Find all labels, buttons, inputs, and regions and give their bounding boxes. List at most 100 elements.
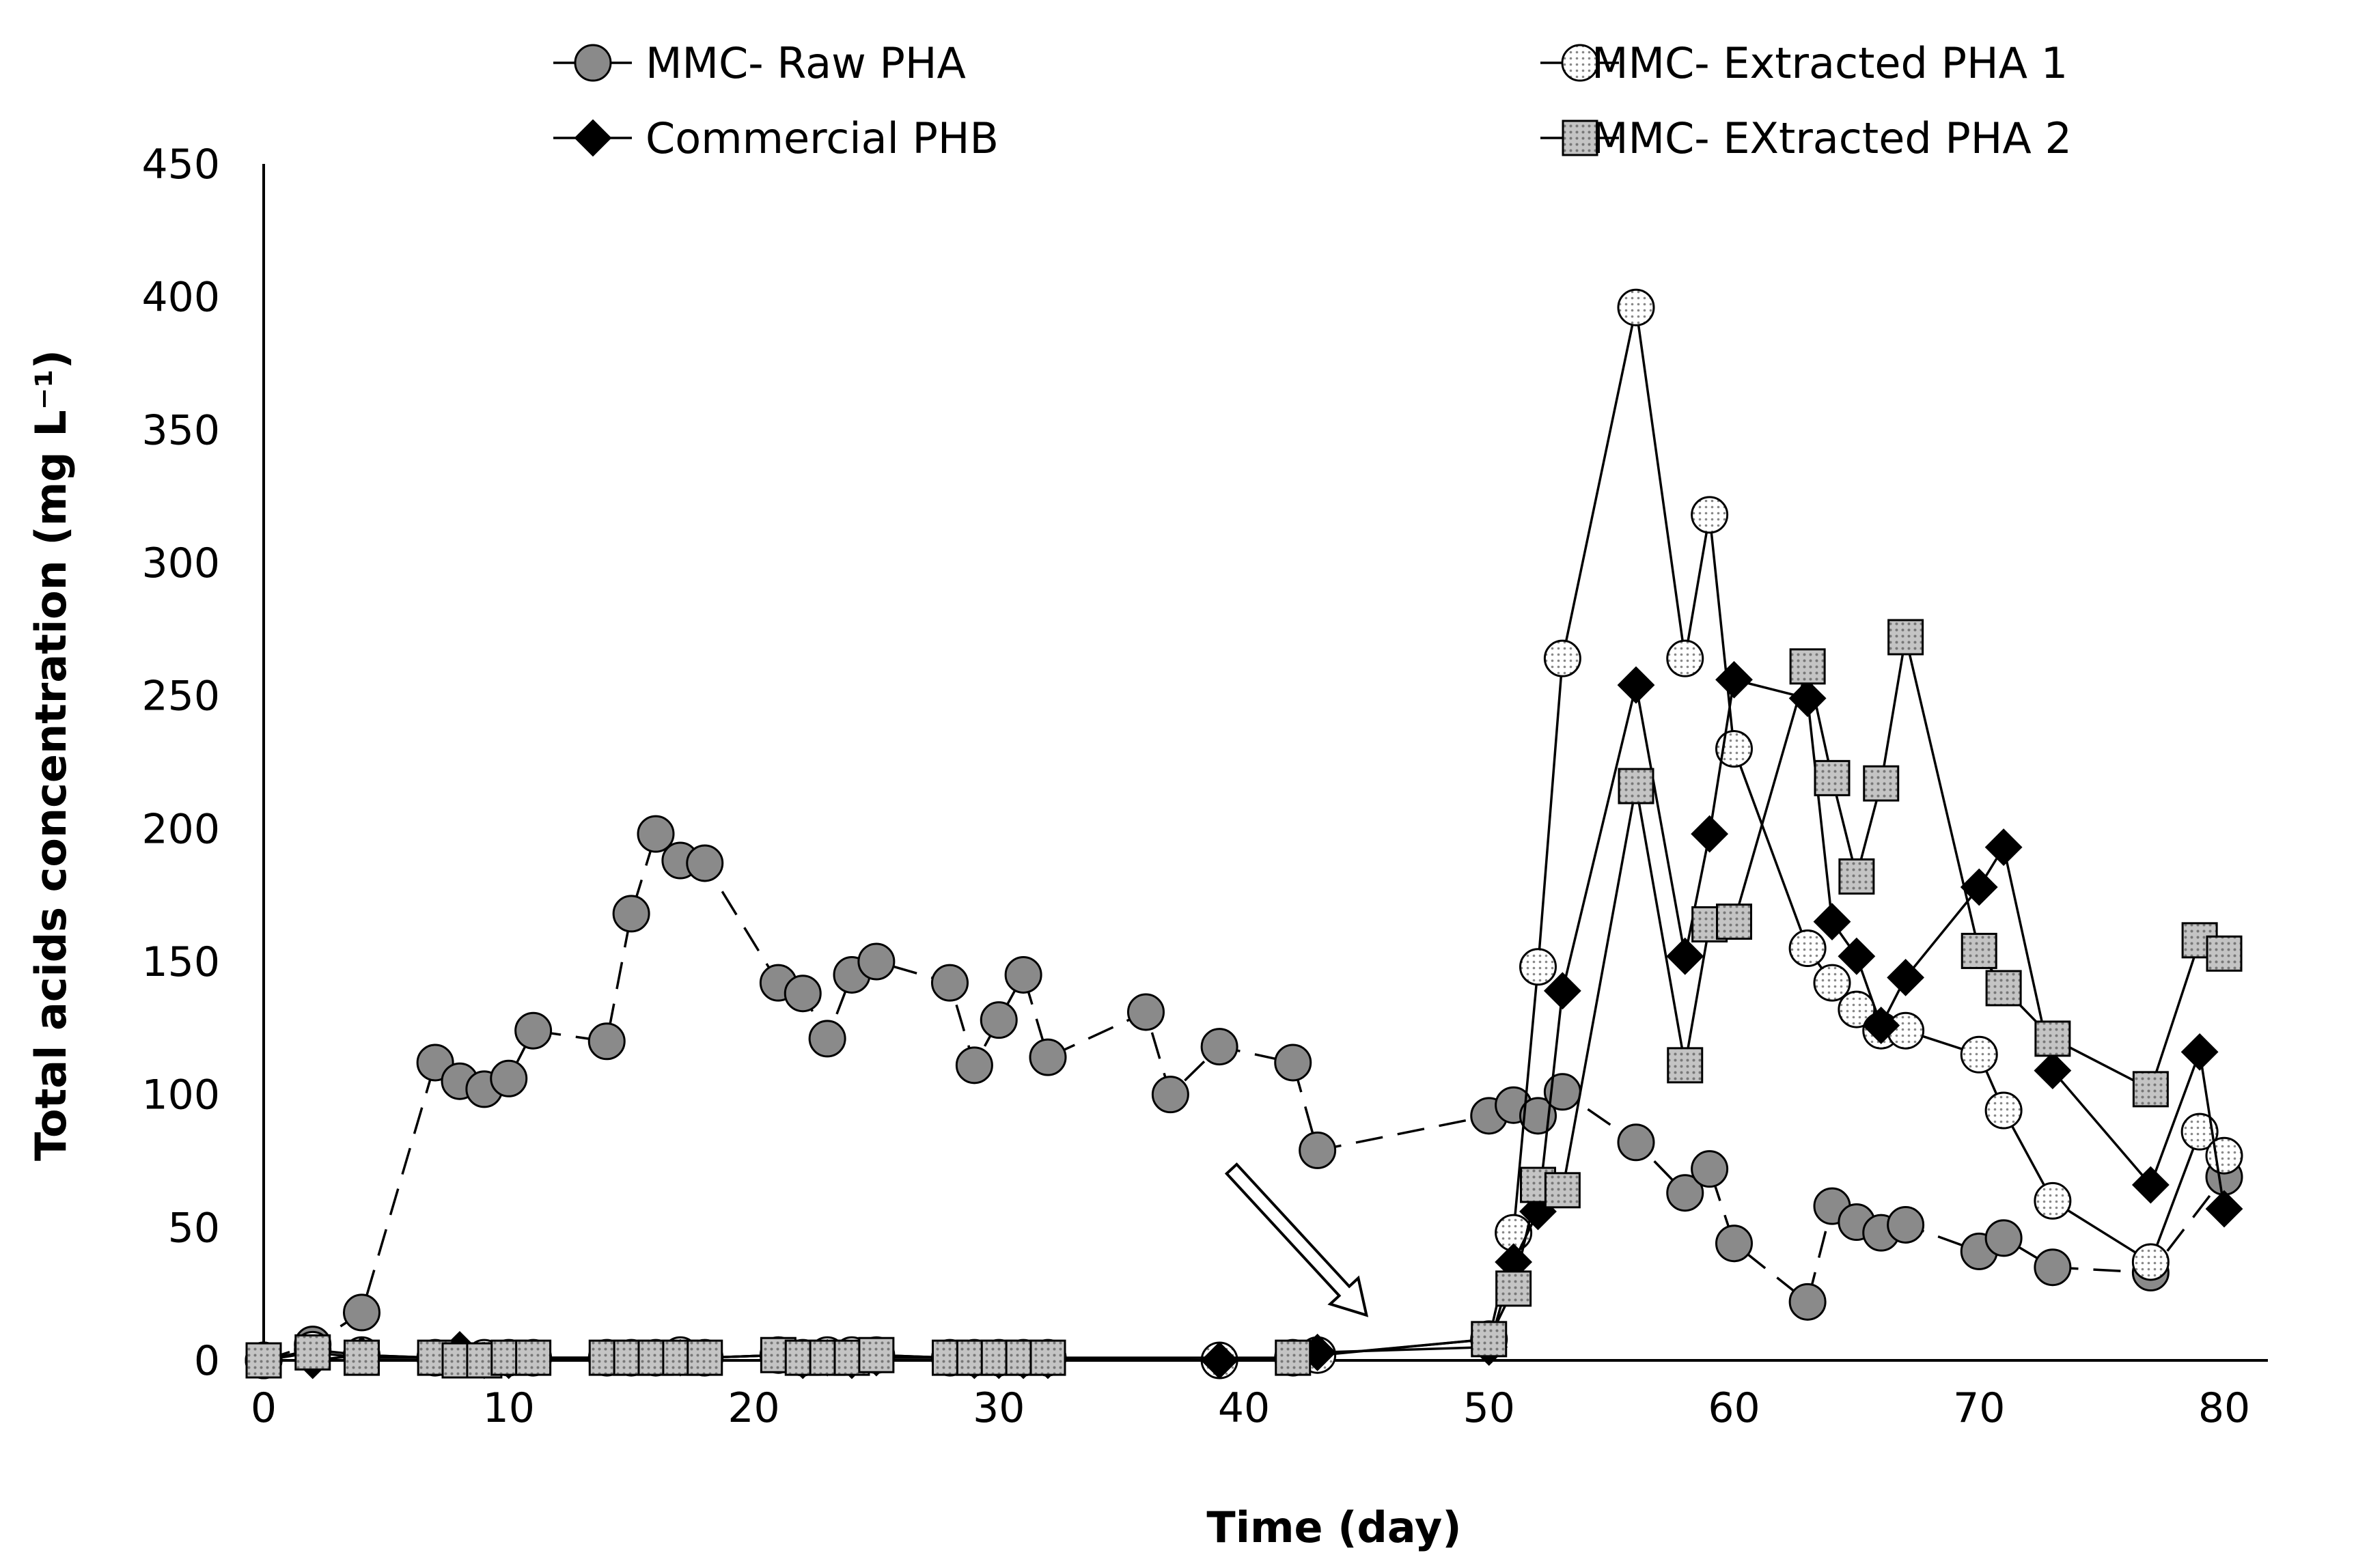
- series-1: [245, 288, 2243, 1380]
- axes: [262, 164, 2268, 1362]
- annotation-layer: [1224, 1162, 1369, 1317]
- data-point: [1788, 1283, 1827, 1321]
- data-point: [2205, 1136, 2243, 1175]
- data-point: [612, 895, 650, 933]
- data-point: [2034, 1052, 2072, 1090]
- series-layer: [245, 288, 2243, 1380]
- data-point: [514, 1011, 553, 1050]
- data-point: [1666, 937, 1704, 975]
- series-line: [263, 307, 2226, 1362]
- y-tick-label: 450: [141, 141, 220, 188]
- data-point: [1561, 44, 1599, 82]
- data-point: [1617, 288, 1655, 326]
- data-point: [2131, 1166, 2170, 1204]
- data-point: [1862, 1007, 1900, 1044]
- x-tick-labels: 0 10 20 30 40 50 60 70 80: [251, 1384, 2250, 1432]
- legend-label: Commercial PHB: [646, 113, 999, 163]
- data-point: [1788, 929, 1827, 968]
- data-point: [1666, 1174, 1704, 1212]
- y-tick-label: 400: [141, 274, 220, 322]
- series-0: [245, 815, 2243, 1380]
- data-point: [1471, 1321, 1508, 1358]
- data-point: [1716, 904, 1752, 940]
- data-point: [515, 1339, 552, 1376]
- data-point: [1519, 948, 1557, 986]
- data-point: [1618, 768, 1654, 804]
- data-point: [245, 1342, 282, 1379]
- y-tick-label: 0: [194, 1337, 220, 1385]
- data-point: [1789, 648, 1826, 685]
- series-line: [264, 678, 2226, 1362]
- series-line: [263, 831, 2226, 1362]
- data-point: [1617, 666, 1655, 704]
- data-point: [1838, 858, 1875, 895]
- legend-item-extracted-pha-1: MMC- Extracted PHA 1: [1540, 38, 2068, 88]
- y-tick-label: 300: [141, 540, 220, 587]
- data-point: [686, 844, 724, 882]
- data-point: [1887, 958, 1925, 996]
- data-point: [1274, 1044, 1312, 1082]
- data-point: [2180, 1033, 2219, 1071]
- data-point: [344, 1339, 380, 1376]
- data-point: [980, 1001, 1018, 1039]
- legend-item-commercial-phb: Commercial PHB: [553, 113, 999, 163]
- y-tick-label: 100: [141, 1072, 220, 1119]
- data-point: [1543, 639, 1581, 677]
- data-point: [1691, 815, 1729, 853]
- x-tick-label: 40: [1218, 1384, 1270, 1432]
- data-point: [2206, 935, 2243, 972]
- data-point: [808, 1020, 846, 1058]
- data-point: [1495, 1270, 1532, 1307]
- data-point: [784, 975, 822, 1013]
- data-point: [1004, 955, 1042, 994]
- y-axis-title: Total acids concentration (mg L⁻¹): [26, 350, 76, 1161]
- data-point: [1127, 993, 1165, 1031]
- data-point: [1984, 1091, 2023, 1130]
- data-point: [858, 1336, 895, 1373]
- data-point: [1029, 1339, 1066, 1376]
- legend-label: MMC- EXtracted PHA 2: [1592, 113, 2072, 163]
- x-tick-label: 20: [728, 1384, 779, 1432]
- series-line: [263, 636, 2225, 1362]
- data-point: [1691, 1150, 1729, 1188]
- data-point: [2205, 1190, 2243, 1228]
- data-point: [1691, 496, 1729, 534]
- data-point: [1275, 1339, 1312, 1376]
- data-point: [2034, 1020, 2071, 1057]
- x-tick-label: 30: [973, 1384, 1025, 1432]
- legend-swatch: [1540, 120, 1619, 156]
- data-point: [931, 964, 969, 1002]
- data-point: [1666, 639, 1704, 677]
- x-tick-label: 80: [2198, 1384, 2250, 1432]
- data-point: [343, 1293, 380, 1332]
- data-point: [2132, 1071, 2169, 1108]
- y-tick-labels: 0 50 100 150 200 250 300 350 400 450: [141, 141, 220, 1385]
- data-point: [1984, 828, 2023, 867]
- data-point: [1887, 619, 1924, 656]
- legend-label: MMC- Raw PHA: [646, 38, 966, 88]
- data-point: [574, 44, 612, 82]
- data-point: [1562, 120, 1598, 156]
- data-point: [1813, 903, 1851, 941]
- x-axis-title: Time (day): [1206, 1502, 1461, 1552]
- x-tick-label: 10: [483, 1384, 535, 1432]
- data-point: [1715, 660, 1753, 699]
- legend-item-extracted-pha-2: MMC- EXtracted PHA 2: [1540, 113, 2072, 163]
- x-tick-label: 60: [1708, 1384, 1760, 1432]
- data-point: [637, 815, 675, 853]
- data-point: [2034, 1248, 2072, 1287]
- y-tick-label: 250: [141, 673, 220, 720]
- data-point: [1961, 932, 1997, 969]
- data-point: [1985, 970, 2022, 1007]
- legend-swatch: [553, 44, 632, 82]
- data-point: [1960, 1035, 1998, 1074]
- data-point: [1029, 1038, 1067, 1076]
- x-tick-label: 50: [1463, 1384, 1515, 1432]
- series-3: [245, 619, 2243, 1379]
- data-point: [294, 1334, 331, 1371]
- data-point: [1814, 759, 1851, 796]
- data-point: [955, 1046, 993, 1084]
- data-point: [2131, 1243, 2170, 1281]
- annotation-arrow: [1224, 1162, 1369, 1317]
- data-point: [587, 1022, 626, 1061]
